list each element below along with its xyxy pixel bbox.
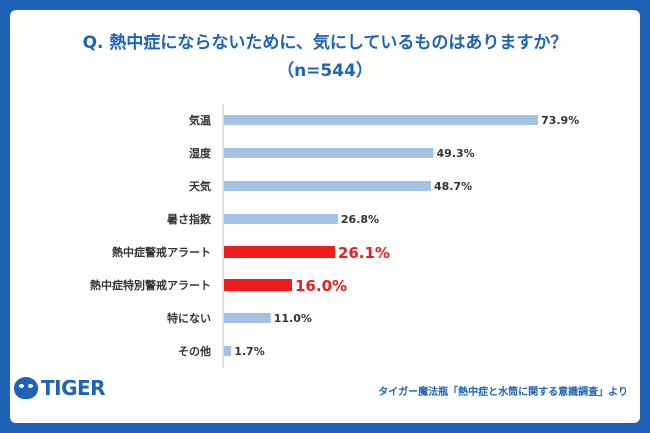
value-label: 48.7% (434, 180, 472, 193)
category-label: 暑さ指数 (167, 212, 212, 226)
bar (224, 181, 431, 191)
category-label: 天気 (189, 179, 211, 193)
value-label: 16.0% (295, 277, 347, 295)
tiger-logo: TIGER (14, 376, 106, 400)
bar (224, 346, 232, 356)
value-label: 73.9% (541, 114, 579, 127)
category-label: 熱中症特別警戒アラート (90, 278, 211, 292)
category-label: その他 (178, 344, 211, 358)
value-label: 26.1% (338, 244, 390, 262)
bar (224, 148, 434, 158)
bar (224, 214, 338, 224)
category-label: 熱中症警戒アラート (112, 245, 211, 259)
value-label: 1.7% (234, 345, 265, 358)
bar-highlight (224, 279, 292, 291)
bar (224, 313, 271, 323)
value-label: 26.8% (341, 213, 379, 226)
chart-subtitle: （n=544） (277, 61, 373, 81)
tiger-face-icon (14, 377, 38, 399)
chart-title: Q. 熱中症にならないために、気にしているものはありますか？ (82, 33, 568, 53)
bar (224, 115, 539, 125)
chart-card: Q. 熱中症にならないために、気にしているものはありますか？ （n=544） (10, 10, 640, 423)
brand-name: TIGER (41, 376, 106, 400)
bar-highlight (224, 246, 335, 258)
category-label: 特にない (167, 311, 211, 325)
source-note: タイガー魔法瓶「熱中症と水筒に関する意識調査」より (378, 387, 628, 398)
category-label: 湿度 (189, 146, 212, 160)
category-label: 気温 (189, 113, 211, 127)
value-label: 49.3% (437, 147, 475, 160)
value-label: 11.0% (274, 312, 312, 325)
